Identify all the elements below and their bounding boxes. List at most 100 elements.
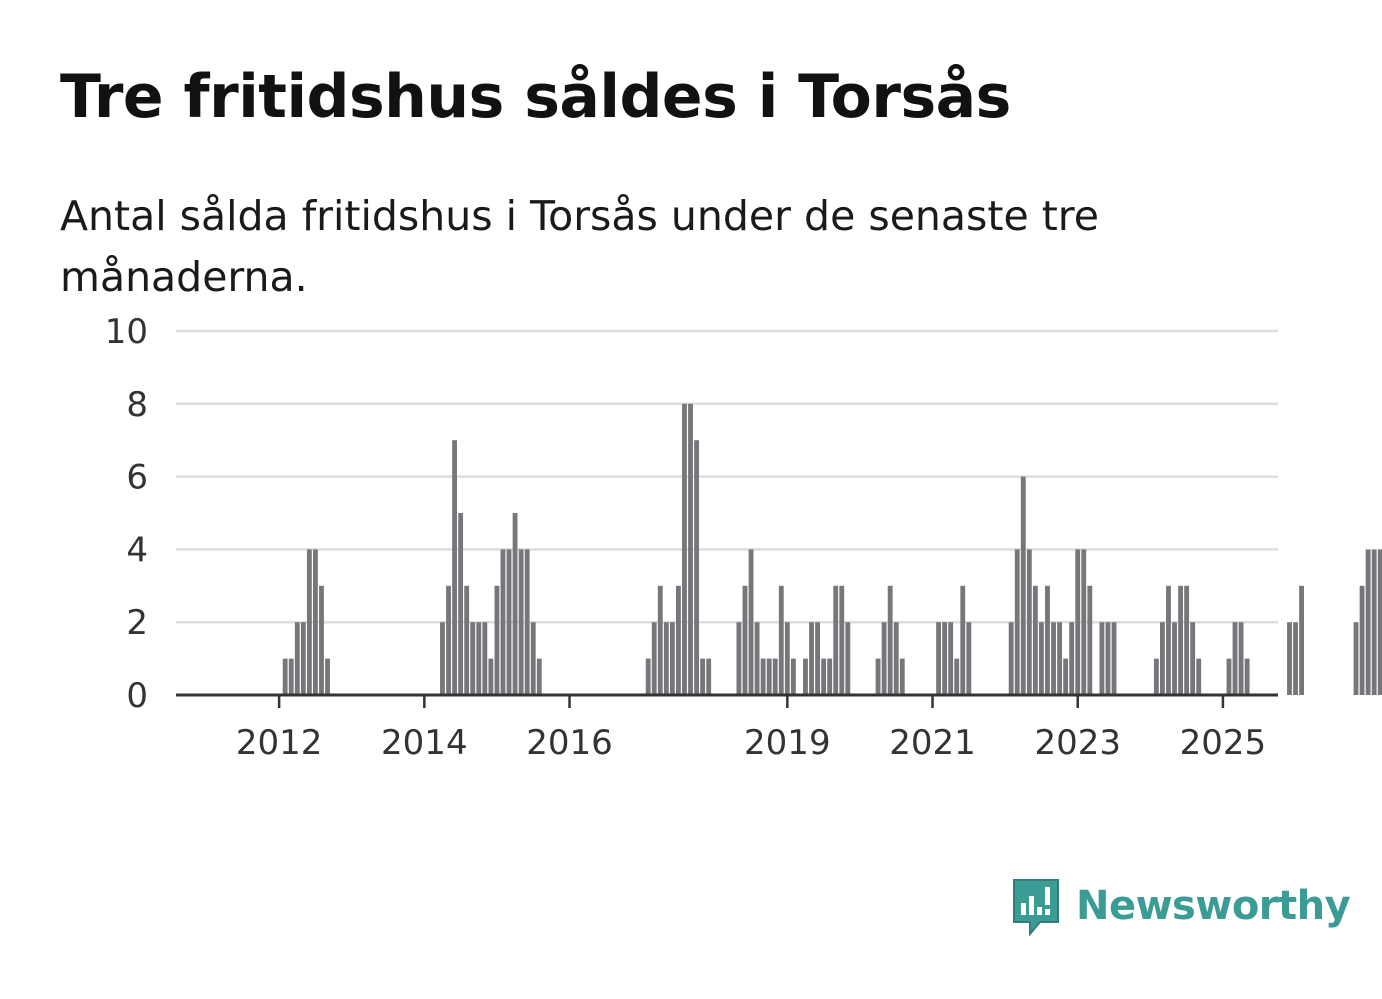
bar [1166,585,1171,695]
bar [458,513,464,695]
bar [790,658,796,695]
bar [1051,622,1056,695]
bar [760,658,766,695]
x-tick-label: 2021 [889,723,976,763]
bar [1377,549,1382,695]
bar [1232,622,1238,695]
bar [936,622,941,695]
bar [1238,622,1244,695]
bar [1099,622,1105,695]
bar [476,622,482,695]
bar [1014,549,1020,695]
bar [494,585,500,695]
bar [694,440,699,695]
bar [669,622,675,695]
bar [1039,622,1044,695]
bar [1287,622,1292,695]
bar [319,585,324,695]
bar [1111,622,1117,695]
bar [833,585,839,695]
bar [294,622,300,695]
bar [954,658,960,695]
bar [518,549,524,695]
bar [1371,549,1377,695]
bar [676,585,681,695]
bar [893,622,899,695]
x-axis [176,693,1278,708]
bar [1026,549,1032,695]
bar [1293,622,1298,695]
bar [1081,549,1087,695]
bar [875,658,881,695]
bar [809,622,814,695]
bar [966,622,972,695]
bar [1244,658,1250,695]
bar [942,622,948,695]
x-tick-label: 2014 [381,723,468,763]
bar [754,622,760,695]
bar [1160,622,1165,695]
bar [1178,585,1183,695]
bar [1020,476,1026,695]
bar [1359,585,1365,695]
bar [440,622,445,695]
bar [500,549,506,695]
bar [899,658,905,695]
bar [1172,622,1177,695]
bar [772,658,778,695]
bar [300,622,306,695]
bar [827,658,833,695]
bar [1063,658,1069,695]
bar [887,585,893,695]
bar [1045,585,1050,695]
bar [1032,585,1038,695]
bar [682,403,687,695]
bar [651,622,657,695]
y-tick-label: 2 [126,603,148,643]
bar [839,585,845,695]
bar [748,549,754,695]
bar [488,658,494,695]
bars [282,403,1382,695]
x-tick-label: 2023 [1034,723,1121,763]
bar [803,658,808,695]
y-tick-label: 4 [126,530,148,570]
x-tick-label: 2019 [744,723,831,763]
bar [464,585,470,695]
bar [645,658,651,695]
bar [506,549,512,695]
x-tick-label: 2016 [526,723,613,763]
bar [306,549,312,695]
bar [452,440,457,695]
bar [1008,622,1014,695]
bar [288,658,294,695]
bar [1226,658,1232,695]
bar [1087,585,1093,695]
y-tick-label: 8 [126,385,148,425]
bar [1105,622,1111,695]
bar [482,622,488,695]
y-axis-labels: 0 2 4 6 8 10 [105,312,148,716]
bar [815,622,820,695]
bar [1190,622,1196,695]
y-tick-label: 0 [126,676,148,716]
bar [663,622,669,695]
bar [470,622,476,695]
bar [960,585,966,695]
bar [766,658,772,695]
gridlines [176,329,1278,624]
bar [736,622,742,695]
chart-subtitle: Antal sålda fritidshus i Torsås under de… [60,192,1099,301]
bar [1365,549,1371,695]
bar [1057,622,1062,695]
bar [1075,549,1081,695]
bar [524,549,530,695]
bar [1196,658,1202,695]
bar [657,585,663,695]
bar [313,549,318,695]
bar [1184,585,1190,695]
brand-logo: Newsworthy [1010,876,1351,936]
x-tick-label: 2025 [1180,723,1267,763]
bar [784,622,790,695]
